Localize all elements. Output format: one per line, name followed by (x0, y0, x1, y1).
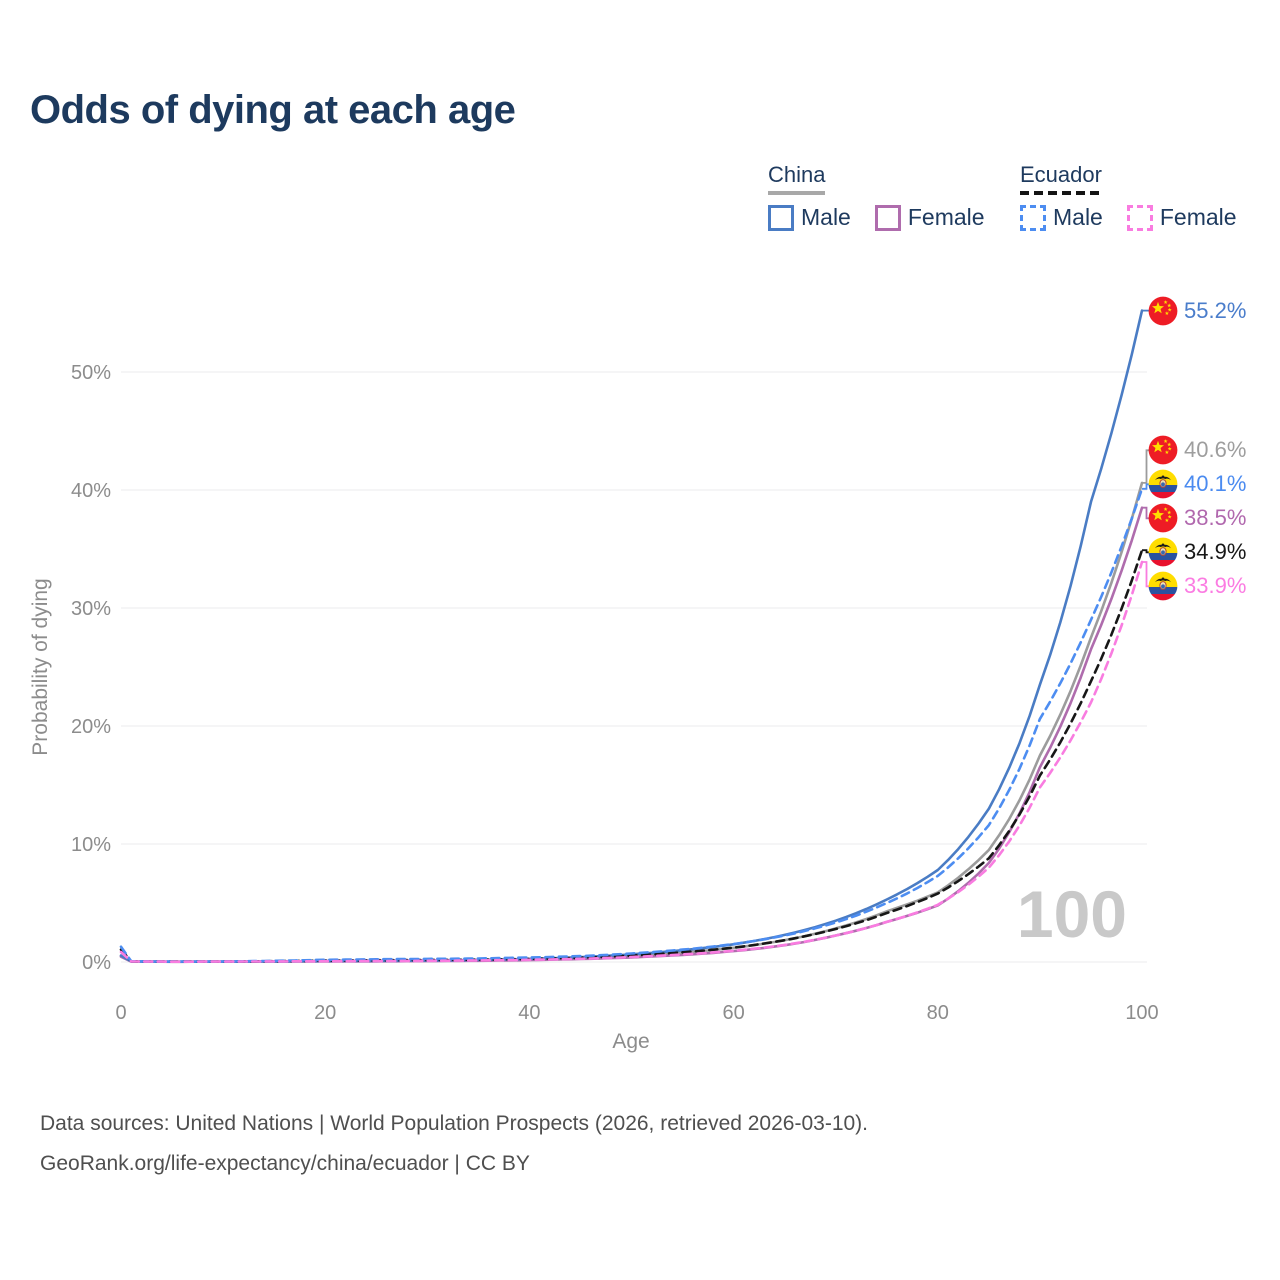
end-label-row-ecuador-male: 40.1% (1148, 469, 1246, 499)
legend-item-china-female[interactable]: Female (874, 204, 985, 231)
ecuador-flag-icon (1148, 469, 1178, 499)
x-axis-ticks: 0 20 40 60 80 100 (115, 1002, 1158, 1024)
china-line-style-swatch (768, 191, 826, 195)
legend-item-ecuador-female[interactable]: Female (1126, 204, 1237, 231)
china-female-swatch-icon (874, 204, 901, 231)
china-flag-icon (1148, 296, 1178, 326)
x-tick-label: 0 (115, 1002, 126, 1024)
x-tick-label: 40 (518, 1002, 540, 1024)
legend-row-ecuador: Male Female (1020, 204, 1237, 231)
page-title: Odds of dying at each age (30, 88, 516, 132)
legend-heading-ecuador-label: Ecuador (1020, 162, 1102, 187)
ecuador-line-style-swatch (1020, 191, 1102, 195)
x-tick-label: 100 (1125, 1002, 1158, 1024)
series-line-china-female (119, 506, 1144, 964)
legend-heading-china: China (768, 162, 826, 195)
legend-item-china-male[interactable]: Male (768, 204, 851, 231)
end-label-row-china-male: 55.2% (1148, 296, 1246, 326)
legend-row-china: Male Female (768, 204, 985, 231)
legend-heading-ecuador: Ecuador (1020, 162, 1102, 195)
y-tick-label: 50% (71, 362, 111, 384)
y-axis-ticks: 0% 10% 20% 30% 40% 50% (71, 362, 111, 974)
legend-heading-china-label: China (768, 162, 826, 187)
legend-item-label: Male (801, 204, 851, 230)
ecuador-female-swatch-icon (1126, 204, 1153, 231)
china-flag-icon (1148, 435, 1178, 465)
x-axis-title: Age (612, 1030, 649, 1053)
series-line-ecuador-male (119, 487, 1144, 963)
legend-item-label: Male (1053, 204, 1103, 230)
end-label-value: 38.5% (1184, 505, 1247, 530)
legend-group-china: China Male Female (768, 162, 985, 231)
china-male-swatch-icon (768, 204, 794, 231)
age-counter-watermark: 100 (1017, 877, 1127, 951)
legend-item-ecuador-male[interactable]: Male (1020, 204, 1103, 231)
series-line-ecuador-female (119, 560, 1144, 963)
end-label-value: 55.2% (1184, 298, 1247, 323)
y-tick-label: 0% (82, 952, 111, 974)
legend-group-ecuador: Ecuador Male Female (1020, 162, 1237, 231)
end-label-row-china-female: 38.5% (1148, 503, 1246, 533)
ecuador-flag-icon (1148, 537, 1178, 567)
gridlines (121, 371, 1147, 963)
end-label-row-ecuador-total: 34.9% (1148, 537, 1246, 567)
legend-item-label: Female (907, 204, 985, 230)
footer: Data sources: United Nations | World Pop… (40, 1104, 868, 1184)
end-label-value: 34.9% (1184, 539, 1247, 564)
end-label-value: 40.1% (1184, 471, 1247, 496)
legend-item-label: Female (1159, 204, 1237, 230)
data-sources-line: Data sources: United Nations | World Pop… (40, 1112, 869, 1135)
china-flag-icon (1148, 503, 1178, 533)
series-lines (119, 309, 1144, 964)
end-label-row-ecuador-female: 33.9% (1148, 571, 1246, 601)
series-line-china-total (119, 481, 1144, 963)
y-tick-label: 30% (71, 598, 111, 620)
attribution-line: GeoRank.org/life-expectancy/china/ecuado… (40, 1152, 530, 1175)
end-label-row-china-total: 40.6% (1148, 435, 1246, 465)
end-label-value: 40.6% (1184, 437, 1247, 462)
x-tick-label: 80 (927, 1002, 949, 1024)
x-tick-label: 20 (314, 1002, 336, 1024)
ecuador-flag-icon (1148, 571, 1178, 601)
y-tick-label: 40% (71, 480, 111, 502)
ecuador-male-swatch-icon (1020, 204, 1046, 231)
end-label-value: 33.9% (1184, 573, 1247, 598)
y-axis-title: Probability of dying (29, 578, 52, 755)
series-line-ecuador-total (119, 548, 1144, 963)
x-tick-label: 60 (722, 1002, 744, 1024)
y-tick-label: 10% (71, 834, 111, 856)
y-tick-label: 20% (71, 716, 111, 738)
